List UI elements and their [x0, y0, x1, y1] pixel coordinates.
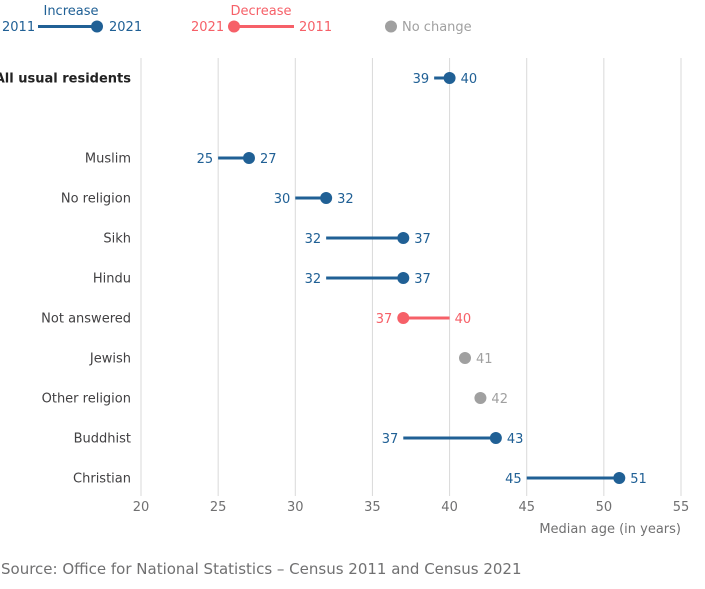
legend-no-change-label: No change	[402, 20, 472, 35]
source-note: Source: Office for National Statistics –…	[1, 560, 522, 578]
value-label-2011: 32	[305, 232, 322, 247]
row-muslim: Muslim 25 27	[85, 152, 277, 168]
category-label: Hindu	[93, 272, 131, 287]
dot-2021	[320, 192, 333, 204]
value-label-2011: 40	[455, 312, 472, 327]
row-hindu: Hindu 32 37	[93, 272, 431, 288]
row-jewish: Jewish 41	[89, 352, 493, 368]
x-tick-label: 45	[518, 500, 535, 515]
category-label: Sikh	[103, 232, 131, 247]
category-label: Jewish	[89, 352, 131, 367]
dot-2021	[397, 272, 410, 284]
legend-decrease-dot	[228, 20, 240, 33]
legend-decrease: Decrease 2021 2011	[191, 4, 332, 35]
row-sikh: Sikh 32 37	[103, 232, 430, 248]
category-label: Muslim	[85, 152, 131, 167]
dot-2021	[243, 152, 255, 164]
value-label-2011: 37	[382, 432, 399, 447]
value-label-2021: 37	[376, 312, 393, 327]
value-label-2021: 32	[337, 192, 354, 207]
dot-2021	[489, 432, 502, 444]
dot-2021	[613, 472, 626, 484]
legend: Increase 2011 2021 Decrease 2021 2011 No…	[2, 4, 472, 35]
category-label: Other religion	[42, 392, 131, 407]
gridlines	[140, 58, 682, 496]
chart-rows: All usual residents 39 40 Muslim 25 27 No reli…	[0, 72, 647, 488]
value-label-2021: 40	[461, 72, 478, 87]
value-label: 41	[476, 352, 493, 367]
value-label-2011: 32	[305, 272, 322, 287]
legend-increase: Increase 2011 2021	[2, 4, 142, 35]
category-label: No religion	[61, 192, 131, 207]
x-axis-title: Median age (in years)	[539, 522, 681, 537]
value-label-2021: 37	[414, 232, 431, 247]
legend-decrease-title: Decrease	[231, 4, 292, 19]
x-tick-label: 20	[133, 500, 150, 515]
row-other-religion: Other religion 42	[42, 392, 508, 408]
row-all-usual-residents: All usual residents 39 40	[0, 72, 477, 88]
dot-2021	[474, 392, 487, 404]
dot-2021	[459, 352, 471, 364]
row-christian: Christian 45 51	[73, 472, 647, 488]
legend-decrease-to: 2011	[299, 20, 332, 35]
category-label: All usual residents	[0, 72, 131, 87]
legend-increase-title: Increase	[43, 4, 98, 19]
legend-increase-to: 2021	[109, 20, 142, 35]
row-buddhist: Buddhist 37 43	[74, 432, 524, 448]
x-tick-label: 25	[210, 500, 227, 515]
value-label-2021: 43	[507, 432, 524, 447]
legend-increase-dot	[91, 20, 103, 33]
category-label: Buddhist	[74, 432, 131, 447]
legend-no-change-dot	[385, 20, 397, 33]
x-tick-label: 40	[441, 500, 458, 515]
value-label-2011: 45	[505, 472, 522, 487]
legend-increase-from: 2011	[2, 20, 35, 35]
dot-2021	[397, 312, 410, 324]
value-label-2011: 30	[274, 192, 291, 207]
category-label: Christian	[73, 472, 131, 487]
value-label-2011: 39	[413, 72, 430, 87]
legend-no-change: No change	[385, 20, 472, 35]
dot-2021	[443, 72, 456, 84]
row-not-answered: Not answered 37 40	[41, 312, 471, 328]
value-label-2021: 27	[260, 152, 277, 167]
x-tick-label: 50	[596, 500, 613, 515]
x-tick-label: 30	[287, 500, 304, 515]
x-tick-label: 35	[364, 500, 381, 515]
category-label: Not answered	[41, 312, 131, 327]
value-label-2021: 37	[414, 272, 431, 287]
x-axis-ticks: 20 25 30 35 40 45 50 55	[133, 500, 690, 515]
dot-2021	[397, 232, 410, 244]
x-tick-label: 55	[673, 500, 690, 515]
value-label: 42	[491, 392, 508, 407]
row-no-religion: No religion 30 32	[61, 192, 354, 208]
value-label-2011: 25	[197, 152, 214, 167]
value-label-2021: 51	[630, 472, 647, 487]
legend-decrease-from: 2021	[191, 20, 224, 35]
